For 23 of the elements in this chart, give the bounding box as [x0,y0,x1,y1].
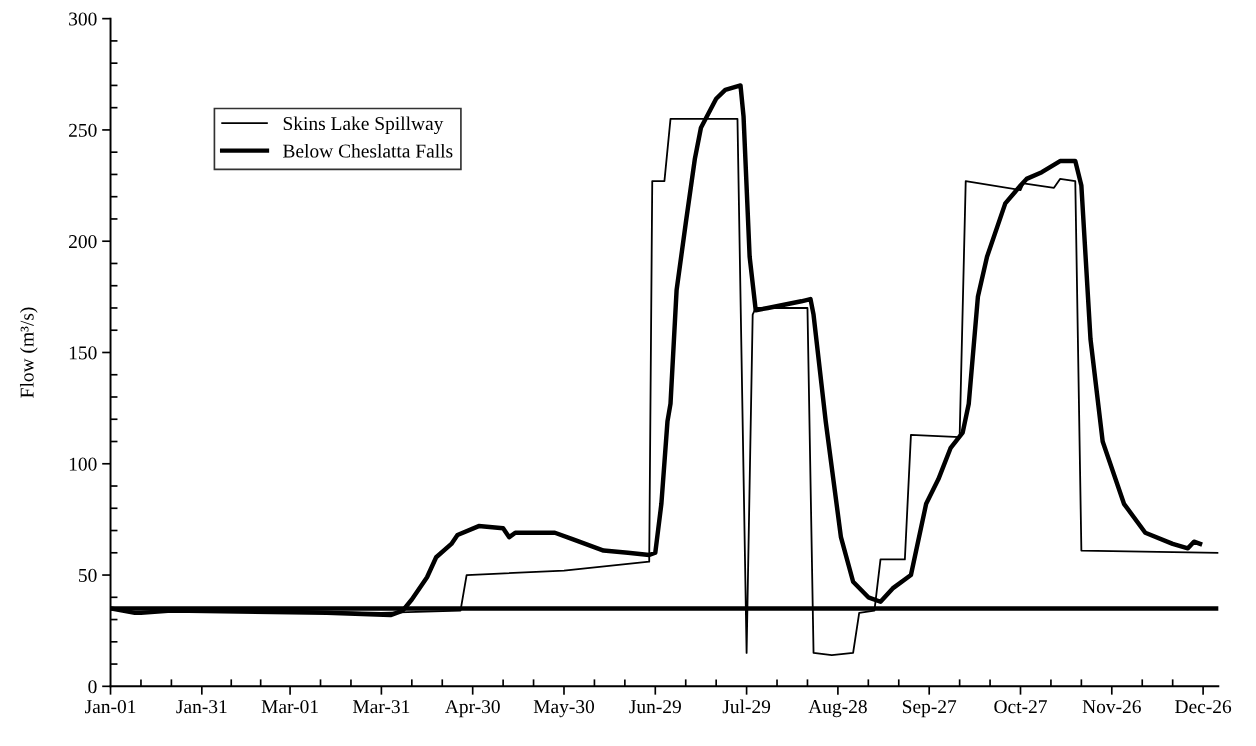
x-tick-label: Jan-01 [85,700,136,714]
y-tick-label: 200 [69,235,97,249]
y-axis-title: Flow (m³/s) [19,307,38,398]
x-tick-label: Dec-26 [1175,700,1232,714]
y-tick-label: 250 [69,123,97,137]
x-tick-label: Sep-27 [902,700,957,718]
x-tick-label: Oct-27 [994,700,1047,714]
y-tick-label: 100 [69,457,97,471]
x-tick-label: Apr-30 [445,700,500,718]
y-tick-label: 300 [69,12,97,26]
y-tick-label: 0 [88,680,97,694]
x-tick-label: Jun-29 [629,700,681,714]
x-tick-label: Mar-01 [261,700,318,714]
x-tick-label: Jul-29 [722,699,771,714]
legend-label: Below Cheslatta Falls [283,143,453,158]
x-tick-label: Aug-28 [808,700,867,718]
y-tick-label: 150 [69,346,97,360]
y-tick-label: 50 [79,568,97,582]
legend-label: Skins Lake Spillway [283,116,444,135]
x-tick-label: Mar-31 [352,700,410,714]
x-tick-label: Jan-31 [176,700,227,714]
x-tick-label: May-30 [533,700,595,718]
x-tick-label: Nov-26 [1082,700,1141,714]
